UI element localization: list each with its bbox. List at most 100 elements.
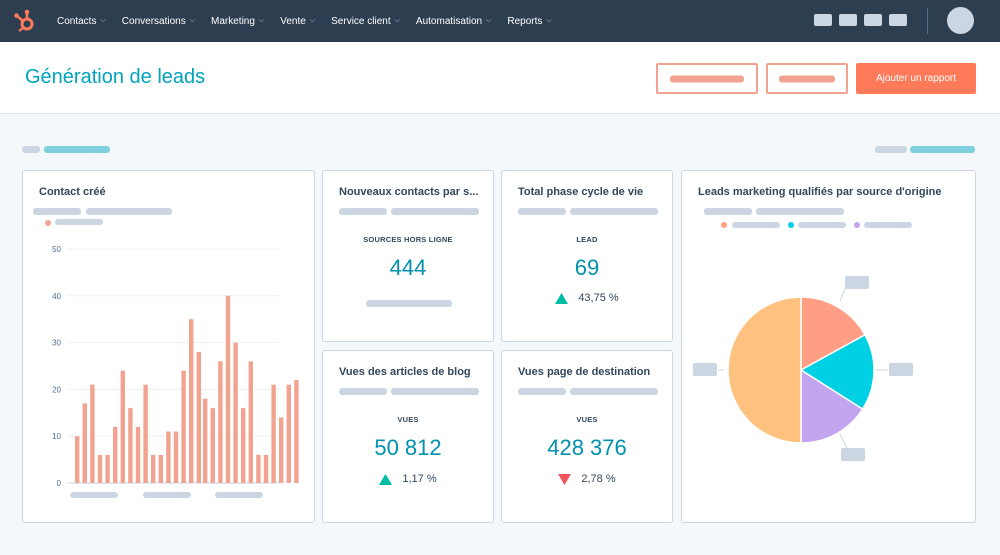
- vues-blog-card[interactable]: Vues des articles de blog VUES 50 812 1,…: [322, 350, 494, 523]
- bar[interactable]: [113, 426, 118, 483]
- pie-slice[interactable]: [727, 296, 802, 444]
- bar[interactable]: [233, 342, 238, 483]
- subtitle-placeholder: [86, 208, 172, 215]
- nav-utility-icon[interactable]: [814, 14, 832, 26]
- bar[interactable]: [218, 361, 223, 483]
- pie-slice[interactable]: [799, 333, 875, 411]
- callout-label-placeholder: [889, 363, 913, 376]
- pie-slice[interactable]: [800, 296, 866, 372]
- nav-item-label: Conversations: [121, 15, 186, 27]
- bar[interactable]: [210, 408, 215, 483]
- bar[interactable]: [120, 370, 125, 483]
- chevron-down-icon: ⌵: [546, 17, 552, 24]
- bar[interactable]: [75, 436, 80, 483]
- nav-item-marketing[interactable]: Marketing ⌵: [211, 16, 264, 27]
- subtitle-placeholder: [339, 208, 387, 215]
- total-phase-card[interactable]: Total phase cycle de vie LEAD 69 43,75 %: [501, 170, 673, 342]
- legend-placeholder: [864, 222, 912, 228]
- bar[interactable]: [196, 351, 201, 483]
- bar[interactable]: [181, 370, 186, 483]
- bar[interactable]: [241, 408, 246, 483]
- bar[interactable]: [151, 454, 156, 483]
- kpi-label: VUES: [397, 415, 419, 424]
- bar[interactable]: [90, 384, 95, 483]
- leads-source-pie-chart: [693, 276, 913, 461]
- card-title: Total phase cycle de vie: [518, 186, 644, 198]
- kpi-value: 428 376: [547, 435, 627, 460]
- secondary-button[interactable]: [656, 63, 758, 94]
- nav-item-automatisation[interactable]: Automatisation ⌵: [416, 16, 491, 27]
- subtitle-placeholder: [391, 388, 479, 395]
- filter-placeholder[interactable]: [910, 146, 975, 153]
- nav-item-label: Contacts: [57, 15, 97, 27]
- bar[interactable]: [256, 454, 261, 483]
- nav-menu: Contacts ⌵ Conversations ⌵ Marketing ⌵ Vent…: [57, 0, 568, 42]
- nav-item-label: Marketing: [211, 15, 255, 27]
- secondary-button[interactable]: [766, 63, 848, 94]
- subtitle-placeholder: [756, 208, 844, 215]
- y-tick-label: 30: [52, 339, 61, 348]
- bar[interactable]: [271, 384, 276, 483]
- nav-divider: [927, 8, 928, 34]
- nav-utility-icon[interactable]: [839, 14, 857, 26]
- nav-item-vente[interactable]: Vente ⌵: [280, 16, 315, 27]
- subtitle-placeholder: [518, 388, 566, 395]
- legend-dot-icon: [854, 222, 860, 228]
- bar[interactable]: [173, 431, 179, 483]
- nav-item-contacts[interactable]: Contacts ⌵: [57, 16, 106, 27]
- bar[interactable]: [166, 431, 171, 483]
- y-tick-label: 20: [52, 385, 61, 394]
- filter-placeholder[interactable]: [875, 146, 907, 153]
- nav-item-label: Automatisation: [415, 15, 483, 27]
- hubspot-logo-icon[interactable]: [12, 8, 38, 34]
- chevron-down-icon: ⌵: [309, 17, 316, 24]
- bar[interactable]: [203, 398, 208, 483]
- filter-placeholder[interactable]: [44, 146, 110, 153]
- filter-placeholder[interactable]: [22, 146, 40, 153]
- vues-page-card[interactable]: Vues page de destination VUES 428 376 2,…: [501, 350, 673, 523]
- kpi-change-value: 43,75 %: [578, 292, 619, 304]
- contact-cree-card[interactable]: Contact créé 0 10 20 30 40 50: [22, 170, 315, 523]
- bar[interactable]: [189, 319, 194, 483]
- nouveaux-contacts-card[interactable]: Nouveaux contacts par s... SOURCES HORS …: [322, 170, 494, 342]
- bar[interactable]: [286, 384, 291, 483]
- bar[interactable]: [263, 454, 269, 483]
- bar[interactable]: [279, 417, 284, 483]
- kpi-value: 69: [574, 255, 600, 280]
- y-tick-label: 40: [52, 292, 61, 301]
- bar[interactable]: [105, 454, 110, 483]
- nav-item-conversations[interactable]: Conversations ⌵: [122, 16, 195, 27]
- subtitle-placeholder: [704, 208, 752, 215]
- legend-dot-icon: [788, 222, 794, 228]
- chevron-down-icon: ⌵: [258, 17, 265, 24]
- legend-placeholder: [732, 222, 780, 228]
- nav-item-reports[interactable]: Reports ⌵: [507, 16, 551, 27]
- nav-item-service-client[interactable]: Service client ⌵: [331, 16, 400, 27]
- callout-line: [839, 433, 848, 449]
- bar[interactable]: [82, 403, 87, 483]
- card-title: Nouveaux contacts par s...: [339, 186, 479, 198]
- bar[interactable]: [135, 426, 141, 483]
- nav-utility-icon[interactable]: [864, 14, 882, 26]
- nav-utility-icon[interactable]: [889, 14, 907, 26]
- bar[interactable]: [143, 384, 148, 483]
- bar[interactable]: [294, 380, 299, 483]
- leads-source-card[interactable]: Leads marketing qualifiés par source d'o…: [681, 170, 976, 523]
- subtitle-placeholder: [518, 208, 566, 215]
- bar[interactable]: [128, 408, 133, 483]
- legend-placeholder: [798, 222, 846, 228]
- bar[interactable]: [158, 454, 163, 483]
- callout-label-placeholder: [693, 363, 717, 376]
- y-tick-label: 10: [52, 432, 61, 441]
- kpi-footer-placeholder: [366, 300, 452, 307]
- bar[interactable]: [225, 295, 231, 483]
- avatar[interactable]: [947, 7, 974, 34]
- nav-item-label: Service client: [331, 15, 391, 27]
- add-report-button[interactable]: Ajouter un rapport: [856, 63, 976, 94]
- pie-slice[interactable]: [800, 368, 864, 444]
- kpi-value: 444: [389, 255, 427, 280]
- bar[interactable]: [248, 361, 253, 483]
- legend-dot-icon: [721, 222, 727, 228]
- kpi-label: LEAD: [576, 235, 598, 244]
- bar[interactable]: [97, 454, 103, 483]
